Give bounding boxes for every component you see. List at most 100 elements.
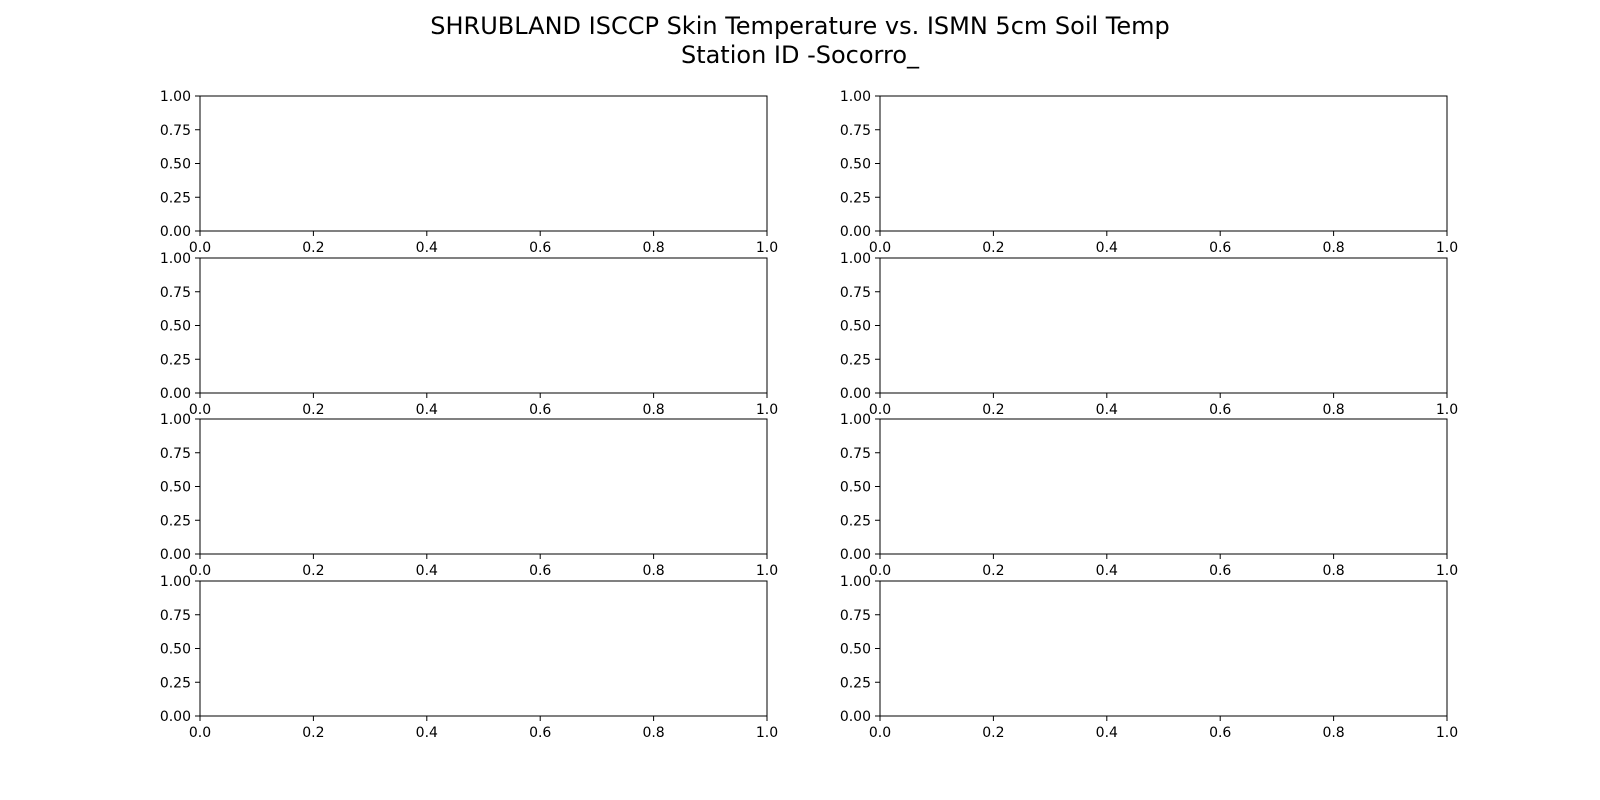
y-tick-label: 0.75 <box>160 446 191 462</box>
subplot-5: 0.0 0.2 0.4 0.6 0.8 1.0 0.00 0.25 0.50 0.75 1.00 <box>160 412 778 579</box>
y-tick-label: 1.00 <box>160 89 191 105</box>
y-tick-label: 0.50 <box>160 642 191 658</box>
y-tick-label: 0.00 <box>160 386 191 402</box>
x-tick-label: 0.8 <box>1322 402 1344 418</box>
axes-frame <box>199 418 768 555</box>
subplot-8: 0.0 0.2 0.4 0.6 0.8 1.0 0.00 0.25 0.50 0.75 1.00 <box>840 574 1458 741</box>
subplot-6: 0.0 0.2 0.4 0.6 0.8 1.0 0.00 0.25 0.50 0.75 1.00 <box>840 412 1458 579</box>
y-tick-label: 0.25 <box>160 675 191 691</box>
x-tick-label: 0.6 <box>529 725 551 741</box>
y-tick-label: 0.75 <box>160 608 191 624</box>
x-tick-label: 0.4 <box>1096 725 1118 741</box>
x-tick-label: 0.2 <box>982 240 1004 256</box>
x-tick-label: 0.0 <box>189 240 211 256</box>
y-tick-label: 0.25 <box>840 675 871 691</box>
x-tick-label: 1.0 <box>1436 402 1458 418</box>
x-tick-label: 0.6 <box>1209 725 1231 741</box>
x-tick-label: 0.0 <box>869 402 891 418</box>
x-tick-label: 1.0 <box>756 402 778 418</box>
x-tick-label: 0.4 <box>416 563 438 579</box>
y-tick-label: 0.00 <box>840 386 871 402</box>
y-tick-label: 0.50 <box>840 319 871 335</box>
figure-title-line-1: SHRUBLAND ISCCP Skin Temperature vs. ISM… <box>430 12 1170 40</box>
x-tick-label: 0.4 <box>1096 563 1118 579</box>
x-tick-label: 1.0 <box>1436 725 1458 741</box>
x-tick-label: 1.0 <box>1436 240 1458 256</box>
x-tick-label: 0.2 <box>302 725 324 741</box>
y-tick-label: 0.75 <box>160 123 191 139</box>
y-tick-label: 0.25 <box>160 513 191 529</box>
x-tick-label: 0.0 <box>869 563 891 579</box>
y-tick-label: 0.25 <box>160 190 191 206</box>
y-tick-label: 0.00 <box>840 224 871 240</box>
x-tick-label: 0.4 <box>1096 240 1118 256</box>
y-tick-label: 0.00 <box>160 224 191 240</box>
axes-frame <box>199 257 768 394</box>
x-tick-label: 0.8 <box>642 402 664 418</box>
x-tick-label: 0.4 <box>416 725 438 741</box>
y-tick-label: 0.75 <box>840 446 871 462</box>
y-tick-label: 0.75 <box>840 608 871 624</box>
x-tick-label: 0.4 <box>416 240 438 256</box>
y-tick-label: 0.25 <box>840 513 871 529</box>
y-tick-label: 0.25 <box>840 352 871 368</box>
y-tick-label: 1.00 <box>840 412 871 428</box>
axes-frame <box>199 95 768 232</box>
y-tick-label: 1.00 <box>160 412 191 428</box>
subplot-3: 0.0 0.2 0.4 0.6 0.8 1.0 0.00 0.25 0.50 0.75 1.00 <box>160 251 778 418</box>
y-tick-label: 0.75 <box>160 285 191 301</box>
x-tick-label: 0.2 <box>982 402 1004 418</box>
x-tick-label: 0.0 <box>869 725 891 741</box>
y-tick-label: 0.75 <box>840 123 871 139</box>
x-tick-label: 0.6 <box>529 563 551 579</box>
x-tick-label: 0.6 <box>529 402 551 418</box>
x-tick-label: 0.2 <box>302 563 324 579</box>
y-tick-label: 1.00 <box>160 251 191 267</box>
y-tick-label: 0.00 <box>160 709 191 725</box>
x-tick-label: 0.6 <box>1209 240 1231 256</box>
y-tick-label: 1.00 <box>160 574 191 590</box>
x-tick-label: 0.2 <box>302 240 324 256</box>
x-tick-label: 1.0 <box>756 725 778 741</box>
subplot-1: 0.0 0.2 0.4 0.6 0.8 1.0 0.00 0.25 0.50 0.75 1.00 <box>160 89 778 256</box>
y-tick-label: 1.00 <box>840 251 871 267</box>
y-tick-label: 0.50 <box>840 480 871 496</box>
y-tick-label: 0.75 <box>840 285 871 301</box>
x-tick-label: 0.2 <box>302 402 324 418</box>
axes-frame <box>879 580 1448 717</box>
subplot-4: 0.0 0.2 0.4 0.6 0.8 1.0 0.00 0.25 0.50 0.75 1.00 <box>840 251 1458 418</box>
y-tick-label: 0.50 <box>160 319 191 335</box>
axes-frame <box>879 257 1448 394</box>
x-tick-label: 0.2 <box>982 563 1004 579</box>
x-tick-label: 0.0 <box>189 402 211 418</box>
y-tick-label: 0.25 <box>160 352 191 368</box>
x-tick-label: 1.0 <box>756 563 778 579</box>
y-tick-label: 0.50 <box>160 480 191 496</box>
figure-title-line-2: Station ID -Socorro_ <box>680 41 920 69</box>
x-tick-label: 0.0 <box>189 563 211 579</box>
y-tick-label: 1.00 <box>840 89 871 105</box>
x-tick-label: 0.8 <box>1322 725 1344 741</box>
x-tick-label: 0.8 <box>642 563 664 579</box>
axes-frame <box>879 95 1448 232</box>
y-tick-label: 0.00 <box>840 709 871 725</box>
x-tick-label: 0.8 <box>642 240 664 256</box>
x-tick-label: 0.8 <box>1322 563 1344 579</box>
x-tick-label: 0.4 <box>416 402 438 418</box>
y-tick-label: 0.50 <box>840 157 871 173</box>
axes-frame <box>879 418 1448 555</box>
y-tick-label: 0.50 <box>160 157 191 173</box>
y-tick-label: 1.00 <box>840 574 871 590</box>
x-tick-label: 0.6 <box>1209 402 1231 418</box>
x-tick-label: 1.0 <box>1436 563 1458 579</box>
x-tick-label: 0.8 <box>642 725 664 741</box>
x-tick-label: 0.4 <box>1096 402 1118 418</box>
subplot-7: 0.0 0.2 0.4 0.6 0.8 1.0 0.00 0.25 0.50 0.75 1.00 <box>160 574 778 741</box>
x-tick-label: 0.2 <box>982 725 1004 741</box>
y-tick-label: 0.25 <box>840 190 871 206</box>
x-tick-label: 0.6 <box>529 240 551 256</box>
x-tick-label: 0.0 <box>869 240 891 256</box>
x-tick-label: 0.6 <box>1209 563 1231 579</box>
x-tick-label: 1.0 <box>756 240 778 256</box>
